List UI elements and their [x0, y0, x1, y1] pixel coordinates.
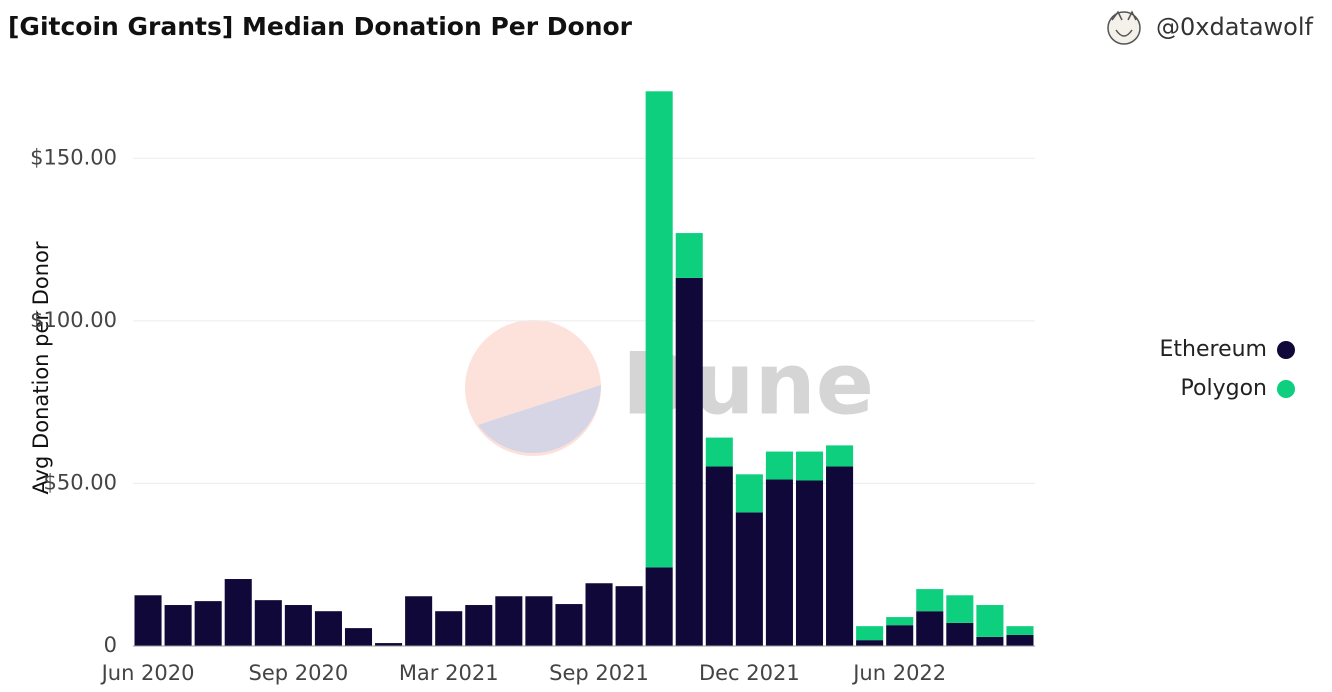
bar-segment	[765, 479, 793, 646]
y-tick-label: $150.00	[30, 145, 117, 169]
bar-segment	[164, 605, 192, 646]
x-tick-label: Sep 2020	[249, 661, 349, 685]
bar-segment	[194, 601, 222, 646]
bar-segment	[134, 595, 162, 646]
legend-label: Ethereum	[1160, 337, 1267, 362]
bar-segment	[795, 480, 824, 646]
bar-segment	[886, 617, 914, 626]
chart-title: [Gitcoin Grants] Median Donation Per Don…	[8, 12, 633, 41]
bar-segment	[1006, 626, 1034, 635]
bar-segment	[254, 600, 282, 646]
x-tick-label: Jun 2022	[851, 661, 946, 685]
author-avatar	[1107, 10, 1141, 45]
bar-segment	[645, 91, 673, 568]
bar-segment	[555, 604, 583, 646]
bar-segment	[976, 605, 1004, 637]
bar-segment	[314, 611, 342, 646]
bar-segment	[675, 277, 703, 646]
bar-segment	[705, 437, 733, 467]
bar-segment	[405, 596, 433, 646]
y-tick-label: 0	[104, 633, 117, 657]
bar-segment	[826, 445, 854, 467]
bar-segment	[795, 451, 824, 481]
x-tick-label: Dec 2021	[699, 661, 800, 685]
bar-segment	[886, 625, 914, 646]
bar-segment	[826, 466, 854, 646]
bar-segment	[525, 596, 553, 646]
bar-segment	[585, 583, 613, 646]
bar-segment	[976, 636, 1004, 646]
y-axis-title: Avg Donation per Donor	[29, 241, 53, 494]
y-tick-label: $100.00	[30, 308, 117, 332]
bar-segment	[856, 640, 884, 646]
legend-label: Polygon	[1181, 376, 1267, 401]
bar-segment	[705, 466, 733, 646]
bar-segment	[645, 567, 673, 646]
y-tick-label: $50.00	[44, 470, 117, 494]
bar-segment	[856, 626, 884, 641]
bar-segment	[916, 611, 944, 646]
bar-segment	[224, 579, 252, 646]
bar-segment	[675, 233, 703, 278]
bar-segment	[946, 595, 974, 623]
bar-segment	[1006, 634, 1034, 646]
legend-swatch	[1277, 380, 1295, 398]
bar-segment	[615, 586, 643, 646]
bar-segment	[735, 512, 763, 646]
x-tick-label: Sep 2021	[549, 661, 649, 685]
bar-segment	[344, 628, 373, 646]
watermark-logo	[465, 320, 601, 456]
bar-segment	[375, 643, 403, 646]
bar-segment	[465, 605, 493, 646]
x-tick-label: Jun 2020	[100, 661, 195, 685]
bar-segment	[735, 474, 763, 513]
legend-swatch	[1277, 341, 1295, 359]
bar-segment	[284, 605, 312, 646]
bar-segment	[495, 596, 523, 646]
bar-segment	[435, 611, 463, 646]
bar-segment	[765, 451, 793, 480]
author: @0xdatawolf	[1156, 13, 1314, 41]
bar-segment	[916, 589, 944, 612]
bar-segment	[946, 622, 974, 646]
x-tick-label: Mar 2021	[399, 661, 499, 685]
